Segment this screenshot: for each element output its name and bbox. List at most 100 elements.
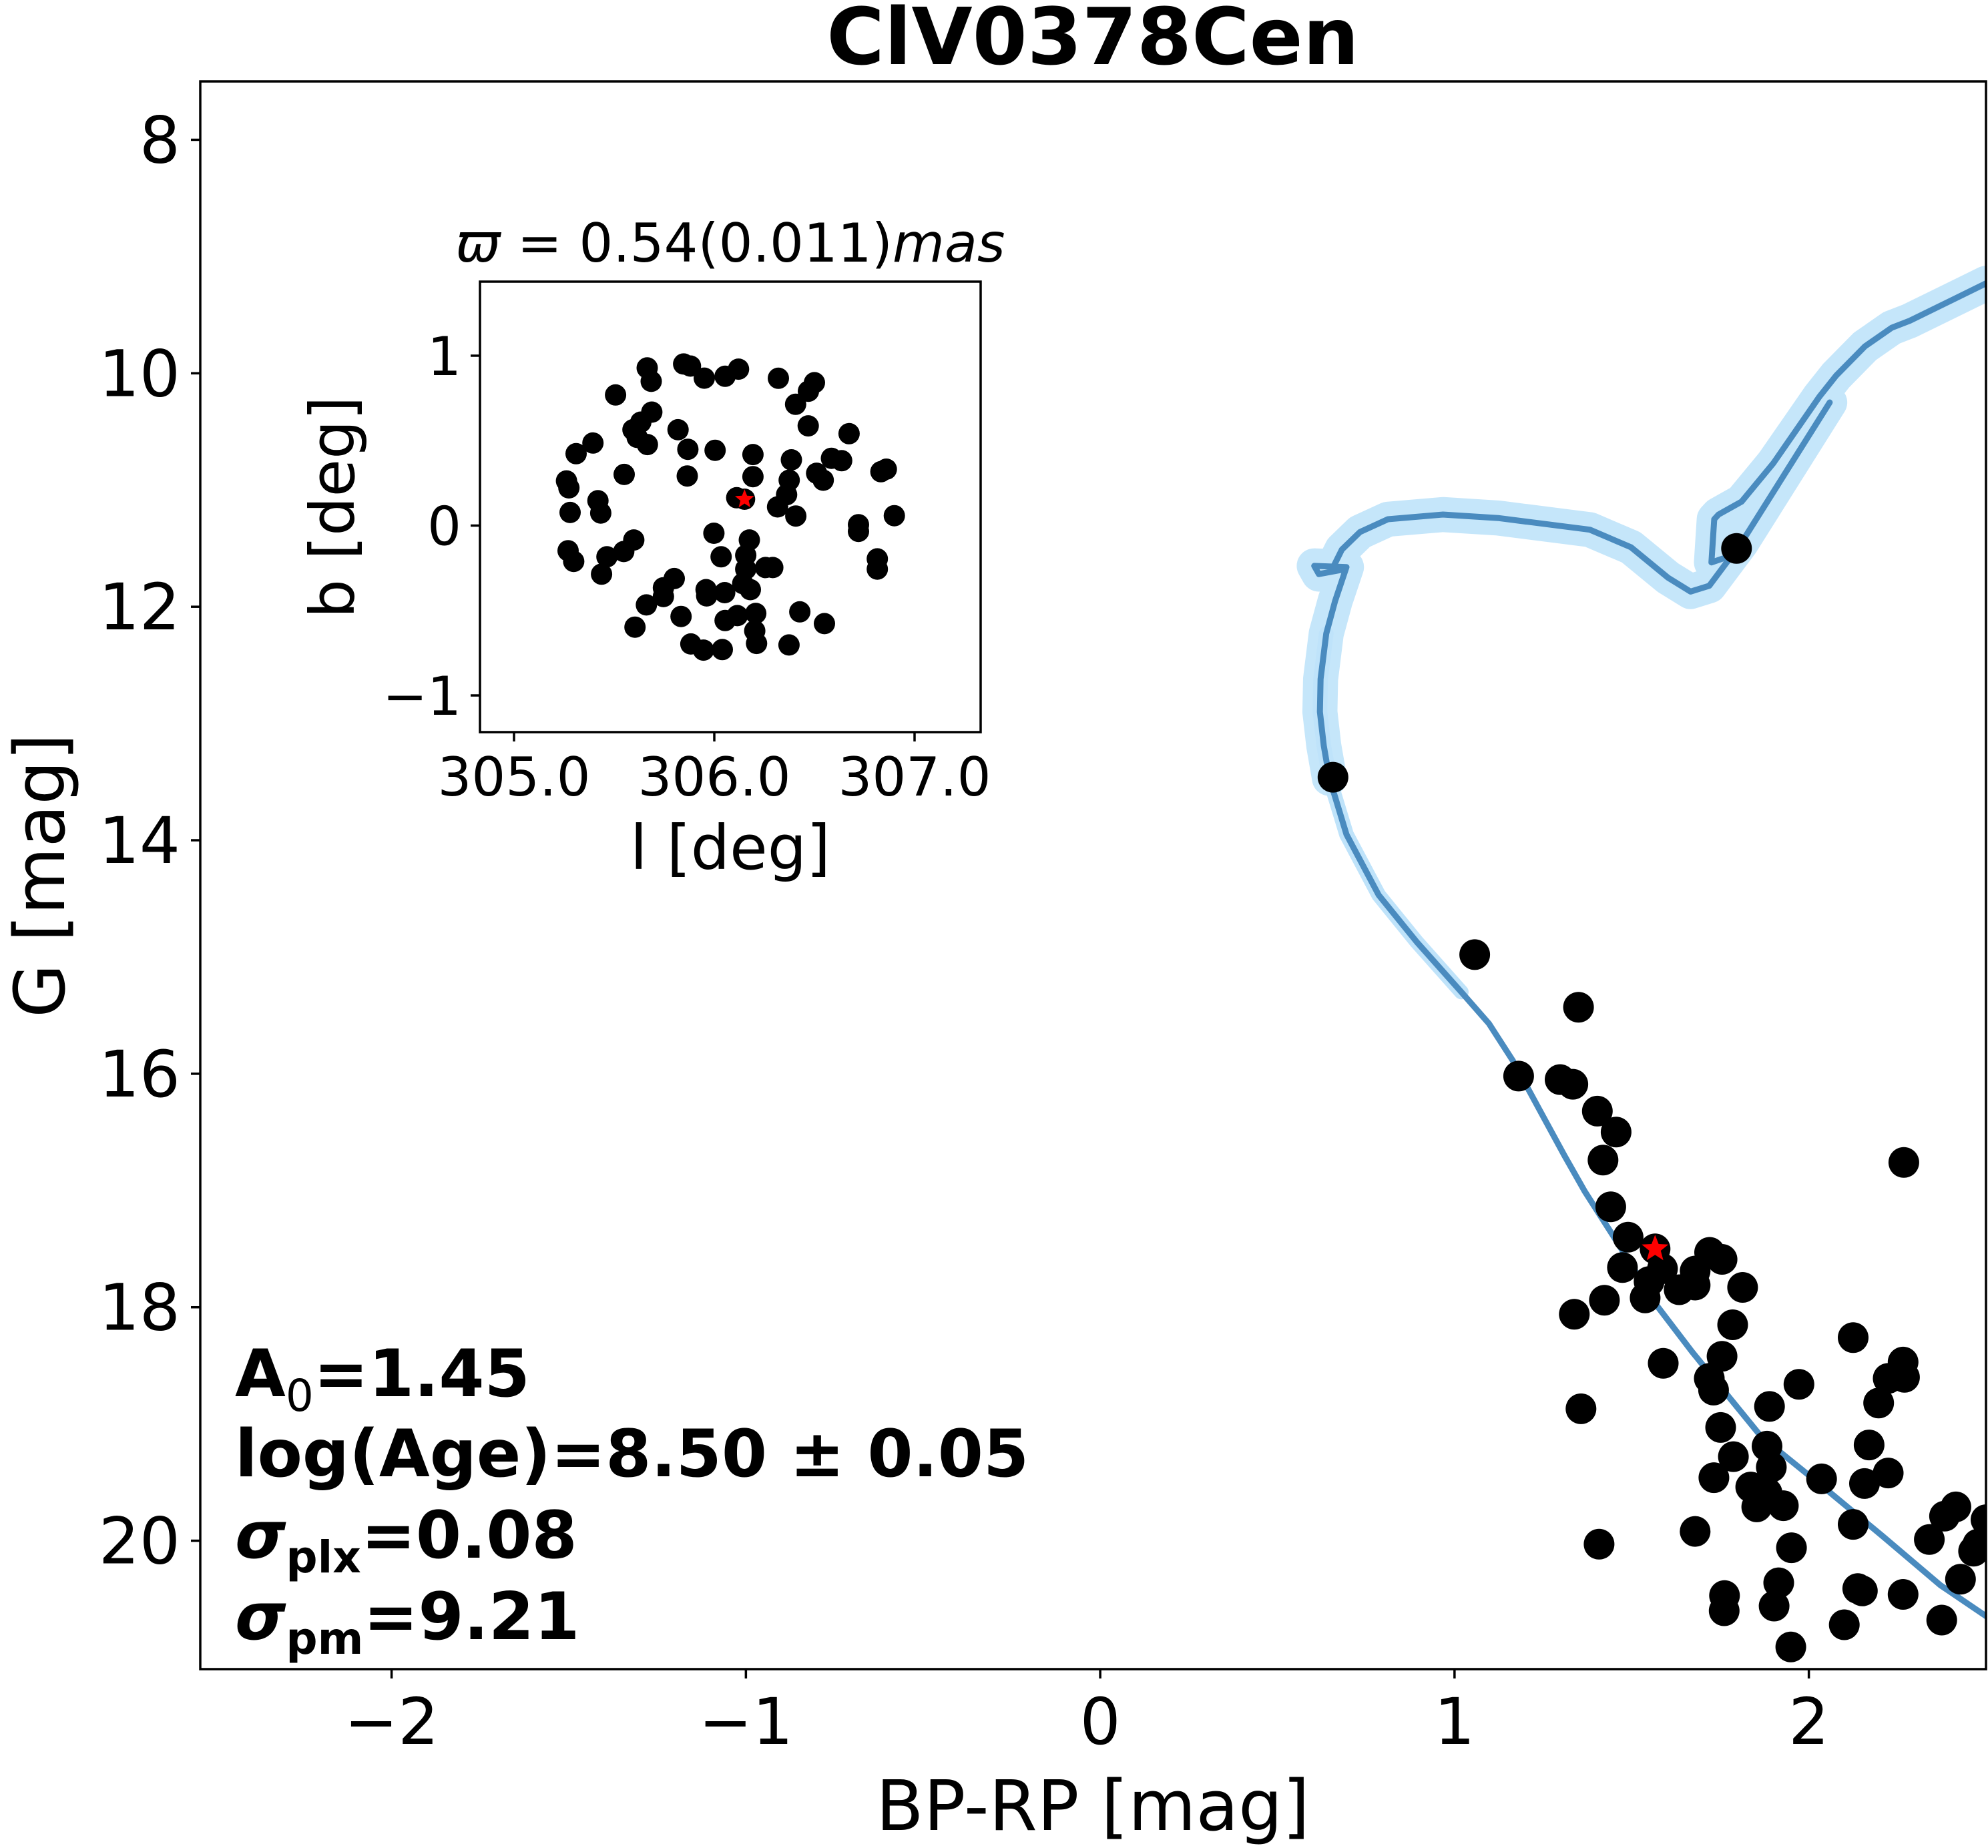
inset-member-point: [746, 633, 768, 655]
member-point: [1648, 1347, 1679, 1379]
inset-x-tick-label: 305.0: [437, 746, 590, 808]
inset-member-point: [742, 466, 764, 488]
member-point: [1589, 1285, 1620, 1316]
inset-red-star-marker: [735, 489, 754, 508]
member-point: [1914, 1524, 1945, 1555]
member-point: [1768, 1490, 1799, 1522]
inset-member-point: [692, 639, 714, 661]
inset-member-point: [875, 458, 897, 480]
member-point: [1698, 1374, 1729, 1406]
inset-member-point: [652, 585, 674, 607]
extinction-annotation: A0=1.45: [235, 1336, 530, 1422]
inset-y-axis-label: b [deg]: [297, 396, 368, 619]
inset-member-point: [714, 582, 736, 603]
inset-member-point: [696, 585, 718, 607]
inset-member-point: [812, 469, 834, 491]
member-point: [1680, 1516, 1711, 1547]
member-point: [1828, 1609, 1860, 1640]
member-point: [1783, 1369, 1814, 1400]
member-point: [1853, 1430, 1885, 1461]
member-point: [1776, 1532, 1807, 1564]
y-axis-ticks: 8 10 12 14 16 18 20: [99, 103, 200, 1579]
member-point: [1718, 1441, 1749, 1472]
inset-member-point: [830, 450, 852, 472]
member-point: [1863, 1388, 1895, 1419]
member-point: [1583, 1528, 1615, 1560]
inset-member-point: [712, 639, 733, 661]
member-point: [1838, 1509, 1869, 1540]
sigma-plx-annotation: σplx=0.08: [235, 1498, 577, 1583]
member-point: [1758, 1590, 1790, 1622]
inset-member-point: [596, 546, 618, 568]
member-point: [1680, 1269, 1711, 1301]
inset-background: [480, 282, 981, 732]
member-point: [1503, 1060, 1534, 1092]
x-tick-label: 2: [1788, 1684, 1829, 1759]
member-point: [1459, 939, 1491, 970]
inset-member-point: [883, 505, 905, 527]
inset-member-point: [778, 634, 800, 656]
y-tick-label: 12: [99, 570, 180, 645]
inset-member-point: [766, 496, 788, 518]
x-tick-label: −1: [699, 1684, 794, 1759]
highlighted-star-marker: [1640, 1233, 1671, 1265]
inset-member-point: [563, 551, 585, 573]
member-point: [1595, 1191, 1626, 1223]
member-point: [1806, 1463, 1837, 1494]
inset-member-point: [591, 563, 613, 585]
inset-member-point: [785, 505, 807, 527]
member-point: [1581, 1095, 1613, 1127]
member-point: [1721, 533, 1752, 564]
inset-member-point: [784, 393, 806, 415]
inset-member-point: [680, 355, 702, 377]
member-point: [1887, 1579, 1919, 1610]
inset-member-point: [582, 432, 604, 454]
inset-member-point: [670, 605, 692, 627]
member-point: [1775, 1631, 1806, 1662]
member-point: [1888, 1147, 1919, 1178]
member-point: [1763, 1567, 1794, 1598]
inset-member-point: [613, 541, 635, 563]
member-point: [1838, 1322, 1869, 1353]
member-point: [1607, 1252, 1638, 1283]
member-point: [1945, 1564, 1976, 1595]
member-point: [1630, 1282, 1661, 1313]
member-point: [1317, 761, 1348, 793]
inset-member-point: [728, 358, 750, 380]
member-point: [1717, 1309, 1748, 1340]
y-axis-label: G [mag]: [0, 733, 81, 1018]
inset-y-tick-label: −1: [383, 665, 461, 727]
member-point: [1741, 1491, 1772, 1522]
member-point: [1708, 1595, 1740, 1626]
sigma-pm-annotation: σpm=9.21: [235, 1579, 579, 1664]
member-point: [1889, 1361, 1920, 1393]
inset-member-point: [565, 442, 587, 465]
member-point: [1612, 1221, 1644, 1253]
member-point: [1563, 992, 1594, 1023]
member-point: [1587, 1145, 1619, 1176]
x-axis-ticks: −2 −1 0 1 2: [344, 1669, 1829, 1759]
inset-plot-frame: [479, 280, 982, 733]
inset-x-axis-ticks: 305.0 306.0 307.0: [437, 732, 991, 808]
member-point: [1705, 1412, 1736, 1443]
inset-member-point: [768, 367, 789, 389]
inset-member-point: [789, 601, 811, 623]
member-point: [1971, 1504, 1986, 1536]
member-point: [1849, 1468, 1880, 1499]
inset-member-point: [589, 502, 611, 524]
inset-member-point: [866, 558, 889, 580]
inset-x-axis-label: l [deg]: [630, 812, 830, 884]
inset-member-point: [798, 380, 819, 402]
member-point: [1727, 1272, 1758, 1303]
member-point: [1873, 1458, 1904, 1489]
member-point: [1929, 1500, 1960, 1532]
red-star-marker: [1642, 1235, 1669, 1261]
isochrone-curve: [1311, 280, 1986, 1620]
inset-y-tick-label: 1: [427, 326, 461, 388]
member-point: [1926, 1604, 1957, 1636]
inset-x-tick-label: 306.0: [638, 746, 790, 808]
inset-member-point: [636, 594, 658, 616]
inset-member-point: [677, 438, 699, 460]
